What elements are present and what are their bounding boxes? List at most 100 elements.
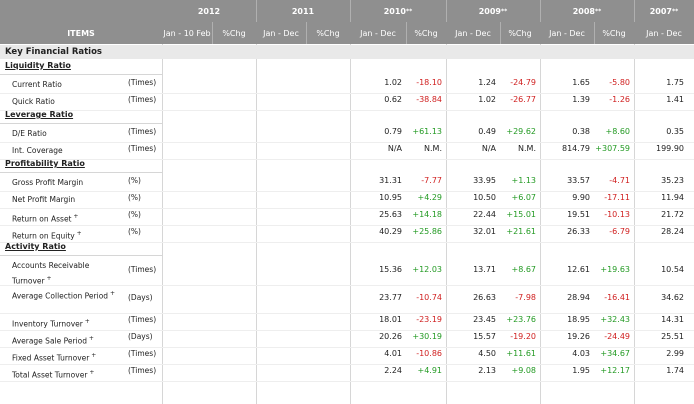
value-cell: 1.24 xyxy=(478,78,496,87)
row-divider xyxy=(0,191,694,192)
value-cell: N/A xyxy=(481,144,496,153)
value-cell: 0.35 xyxy=(666,127,684,136)
row-label: Average Collection Period + xyxy=(12,287,120,303)
value-cell: 0.49 xyxy=(478,127,496,136)
value-cell: 1.02 xyxy=(478,95,496,104)
percent-change-cell: -19.20 xyxy=(510,332,536,341)
value-cell: 4.03 xyxy=(572,349,590,358)
value-cell: 4.01 xyxy=(384,349,402,358)
column-divider xyxy=(162,44,163,404)
row-label-text: Net Profit Margin xyxy=(12,195,76,204)
row-unit: (Times) xyxy=(128,127,157,136)
row-unit: (Times) xyxy=(128,349,157,358)
row-divider xyxy=(0,93,694,94)
percent-change-cell: +11.61 xyxy=(506,349,536,358)
percent-change-cell: -38.84 xyxy=(416,95,442,104)
row-divider xyxy=(0,110,694,111)
row-divider xyxy=(0,242,694,243)
percent-change-cell: -1.26 xyxy=(609,95,630,104)
percent-change-cell: N.M. xyxy=(424,144,442,153)
value-cell: 20.26 xyxy=(379,332,402,341)
value-cell: 21.72 xyxy=(661,210,684,219)
percent-change-cell: +34.67 xyxy=(600,349,630,358)
row-label-text: Total Asset Turnover xyxy=(12,370,88,380)
percent-change-cell: -10.86 xyxy=(416,349,442,358)
value-cell: 1.75 xyxy=(666,78,684,87)
value-cell: 22.44 xyxy=(473,210,496,219)
footnote-mark: + xyxy=(71,213,79,220)
row-label: Gross Profit Margin xyxy=(12,176,120,189)
row-label: Return on Asset + xyxy=(12,210,120,226)
value-cell: 35.23 xyxy=(661,176,684,185)
footnote-mark: + xyxy=(108,290,115,297)
subheader-cell: %Chg xyxy=(602,28,626,38)
year-label: 2007 xyxy=(649,6,672,16)
percent-change-cell: -16.41 xyxy=(604,293,630,302)
footnote-mark: + xyxy=(87,335,94,342)
subheader-cell: Jan - Dec xyxy=(646,28,682,38)
row-divider xyxy=(0,142,694,143)
group-title: Profitability Ratio xyxy=(5,159,85,168)
subcolumn-divider xyxy=(212,22,213,44)
value-cell: 1.39 xyxy=(572,95,590,104)
value-cell: 2.99 xyxy=(666,349,684,358)
group-title: Activity Ratio xyxy=(5,242,66,251)
group-title: Leverage Ratio xyxy=(5,110,74,119)
row-label: Total Asset Turnover + xyxy=(12,366,120,382)
value-cell: 33.95 xyxy=(473,176,496,185)
row-label: D/E Ratio xyxy=(12,127,120,140)
value-cell: 31.31 xyxy=(379,176,402,185)
value-cell: 0.38 xyxy=(572,127,590,136)
section-title: Key Financial Ratios xyxy=(0,45,694,59)
year-header-2010: 2010 ** xyxy=(350,0,446,22)
row-divider xyxy=(0,347,694,348)
value-cell: 25.63 xyxy=(379,210,402,219)
value-cell: 23.45 xyxy=(473,315,496,324)
year-header-2011: 2011 xyxy=(256,0,350,22)
percent-change-cell: +25.86 xyxy=(412,227,442,236)
value-cell: 814.79 xyxy=(562,144,590,153)
row-label-text: Fixed Asset Turnover xyxy=(12,353,90,363)
percent-change-cell: +14.18 xyxy=(412,210,442,219)
column-divider xyxy=(350,44,351,404)
row-label: Average Sale Period + xyxy=(12,332,120,348)
subheader-cell: Jan - 10 Feb xyxy=(163,28,211,38)
percent-change-cell: +1.13 xyxy=(511,176,536,185)
subheader-cell: %Chg xyxy=(414,28,438,38)
percent-change-cell: -24.79 xyxy=(510,78,536,87)
row-divider xyxy=(0,364,694,365)
percent-change-cell: -10.74 xyxy=(416,293,442,302)
column-divider xyxy=(446,44,447,404)
value-cell: 4.50 xyxy=(478,349,496,358)
value-cell: 33.57 xyxy=(567,176,590,185)
row-label: Net Profit Margin xyxy=(12,193,120,206)
value-cell: 1.65 xyxy=(572,78,590,87)
group-title: Liquidity Ratio xyxy=(5,61,71,70)
value-cell: 13.71 xyxy=(473,265,496,274)
row-label: Return on Equity + xyxy=(12,227,120,243)
row-divider xyxy=(0,381,694,382)
percent-change-cell: +4.29 xyxy=(417,193,442,202)
percent-change-cell: -5.80 xyxy=(609,78,630,87)
row-unit: (Times) xyxy=(128,144,157,153)
group-divider xyxy=(0,172,162,173)
percent-change-cell: +23.76 xyxy=(506,315,536,324)
row-divider xyxy=(0,225,694,226)
row-unit: (%) xyxy=(128,210,141,219)
value-cell: 10.50 xyxy=(473,193,496,202)
row-label: Inventory Turnover + xyxy=(12,315,120,331)
percent-change-cell: -26.77 xyxy=(510,95,536,104)
year-divider xyxy=(256,0,257,22)
row-divider xyxy=(0,208,694,209)
value-cell: 28.94 xyxy=(567,293,590,302)
percent-change-cell: -24.49 xyxy=(604,332,630,341)
value-cell: 1.74 xyxy=(666,366,684,375)
column-divider xyxy=(540,44,541,404)
row-divider xyxy=(0,159,694,160)
group-divider xyxy=(0,123,162,124)
year-footnote-mark: ** xyxy=(500,7,508,15)
footnote-mark: + xyxy=(87,369,95,376)
value-cell: 1.41 xyxy=(666,95,684,104)
percent-change-cell: +6.07 xyxy=(511,193,536,202)
value-cell: 19.26 xyxy=(567,332,590,341)
